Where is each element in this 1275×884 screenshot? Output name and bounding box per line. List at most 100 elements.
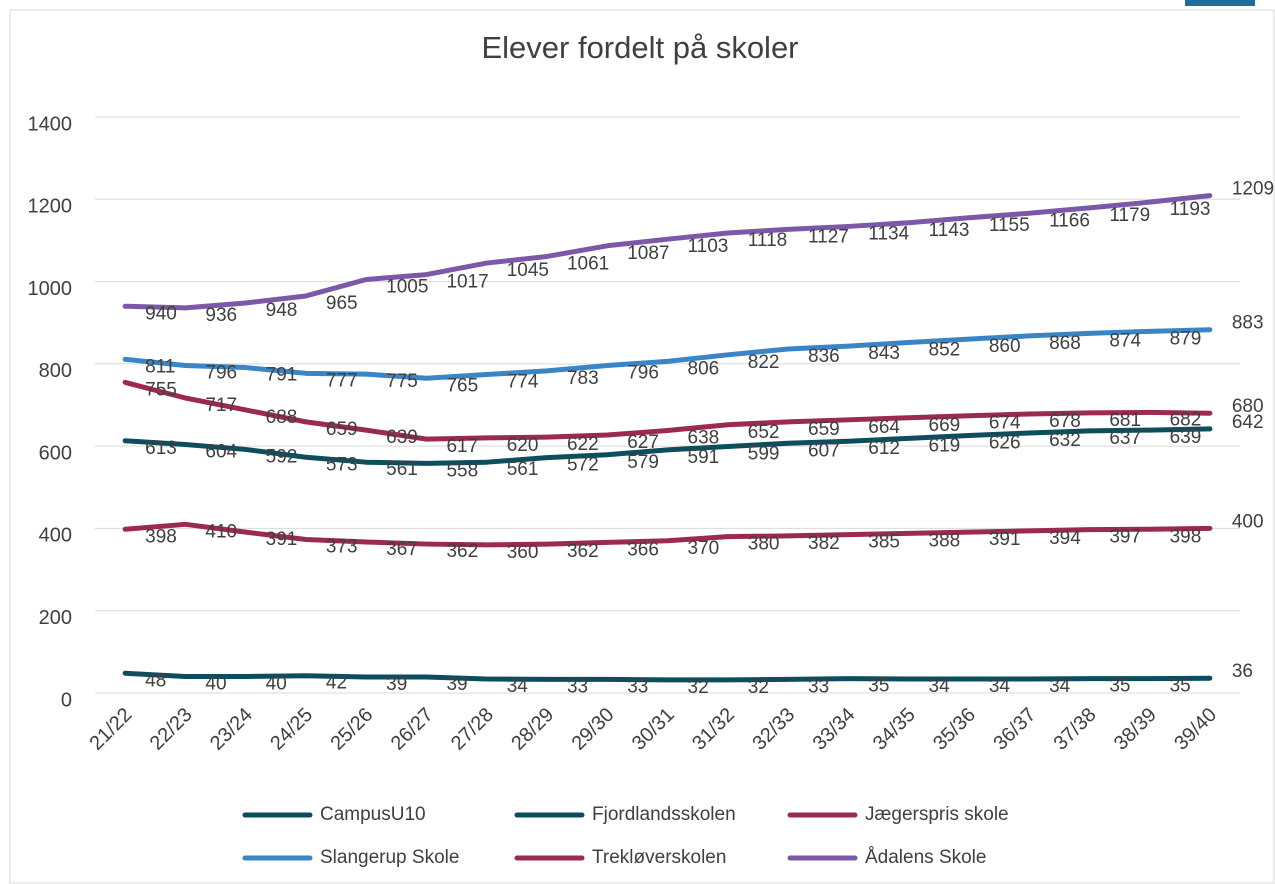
data-label: 1193 <box>1170 199 1211 220</box>
data-label: 1179 <box>1109 205 1150 226</box>
data-label: 48 <box>145 670 166 691</box>
data-label: 822 <box>748 352 780 373</box>
data-label: 40 <box>205 674 226 695</box>
data-label: 619 <box>929 435 961 456</box>
data-label: 380 <box>748 534 780 555</box>
legend-label: Jægerspris skole <box>865 804 1009 825</box>
data-label: 617 <box>446 436 478 457</box>
data-label: 1166 <box>1049 210 1090 231</box>
data-label: 1087 <box>627 243 669 264</box>
data-label: 1155 <box>989 215 1030 236</box>
data-label: 362 <box>567 541 599 562</box>
legend-label: Slangerup Skole <box>320 847 459 868</box>
data-label: 370 <box>688 538 720 559</box>
data-label: 35 <box>1170 676 1191 697</box>
data-label: 579 <box>627 452 659 473</box>
data-label: 940 <box>145 303 177 324</box>
y-tick-label: 600 <box>39 442 72 464</box>
data-label: 385 <box>868 532 900 553</box>
data-label: 632 <box>1049 430 1081 451</box>
data-label: 1103 <box>688 236 729 257</box>
data-label: 783 <box>567 368 599 389</box>
data-label: 965 <box>326 293 358 314</box>
series-line <box>122 193 1213 311</box>
data-label: 638 <box>688 428 720 449</box>
data-label: 1045 <box>507 260 549 281</box>
data-label: 688 <box>266 407 298 428</box>
data-label: 373 <box>326 537 358 558</box>
data-label: 626 <box>989 432 1021 453</box>
data-label: 680 <box>1232 396 1264 417</box>
data-label: 682 <box>1170 409 1202 430</box>
legend-label: Fjordlandsskolen <box>592 804 736 825</box>
data-label: 659 <box>326 419 358 440</box>
data-label: 398 <box>145 526 177 547</box>
y-tick-label: 400 <box>39 525 72 547</box>
data-label: 35 <box>1109 676 1130 697</box>
data-label: 367 <box>386 539 418 560</box>
data-label: 796 <box>627 363 659 384</box>
data-label: 591 <box>688 447 720 468</box>
accent-bar <box>1185 0 1255 6</box>
data-label: 613 <box>145 438 177 459</box>
data-label: 948 <box>266 300 298 321</box>
data-label: 765 <box>446 375 478 396</box>
data-label: 1017 <box>446 272 488 293</box>
data-label: 883 <box>1232 313 1264 334</box>
data-label: 622 <box>567 434 599 455</box>
y-tick-label: 1200 <box>28 196 73 218</box>
data-label: 39 <box>446 674 467 695</box>
data-label: 637 <box>1109 428 1141 449</box>
data-label: 382 <box>808 533 840 554</box>
data-label: 561 <box>507 459 539 480</box>
data-label: 42 <box>326 673 347 694</box>
data-label: 33 <box>627 676 648 697</box>
data-label: 40 <box>266 674 287 695</box>
data-label: 796 <box>205 363 237 384</box>
series-line <box>122 521 1213 548</box>
data-label: 1134 <box>868 223 909 244</box>
data-label: 561 <box>386 459 418 480</box>
chart-title: Elever fordelt på skoler <box>481 30 798 65</box>
data-label: 410 <box>205 521 237 542</box>
series-line <box>122 379 1213 442</box>
data-label: 34 <box>507 676 529 697</box>
data-label: 391 <box>989 529 1021 550</box>
data-label: 1118 <box>748 230 787 251</box>
data-label: 388 <box>929 530 961 551</box>
data-label: 599 <box>748 444 780 465</box>
data-label: 34 <box>929 676 951 697</box>
data-label: 774 <box>507 372 539 393</box>
data-label: 879 <box>1170 328 1202 349</box>
data-label: 868 <box>1049 333 1081 354</box>
data-label: 360 <box>507 542 539 563</box>
legend-label: Trekløverskolen <box>592 847 726 868</box>
data-label: 397 <box>1109 527 1141 548</box>
data-label: 659 <box>808 419 840 440</box>
data-label: 1127 <box>808 226 849 247</box>
data-label: 642 <box>1232 412 1264 433</box>
data-label: 860 <box>989 336 1021 357</box>
data-label: 936 <box>205 305 237 326</box>
data-label: 1143 <box>929 220 970 241</box>
data-label: 664 <box>868 417 900 438</box>
data-label: 39 <box>386 674 407 695</box>
data-label: 573 <box>326 454 358 475</box>
data-label: 852 <box>929 339 961 360</box>
data-label: 33 <box>808 676 829 697</box>
data-label: 777 <box>326 370 358 391</box>
data-label: 652 <box>748 422 780 443</box>
data-label: 874 <box>1109 330 1141 351</box>
data-label: 34 <box>989 676 1011 697</box>
data-label: 775 <box>386 371 418 392</box>
data-label: 674 <box>989 413 1021 434</box>
data-label: 362 <box>446 541 478 562</box>
y-tick-label: 1000 <box>28 278 73 300</box>
data-label: 791 <box>266 365 298 386</box>
data-label: 592 <box>266 446 298 467</box>
data-label: 612 <box>868 438 900 459</box>
data-label: 398 <box>1170 526 1202 547</box>
y-tick-label: 0 <box>61 689 72 711</box>
data-label: 811 <box>145 356 175 377</box>
